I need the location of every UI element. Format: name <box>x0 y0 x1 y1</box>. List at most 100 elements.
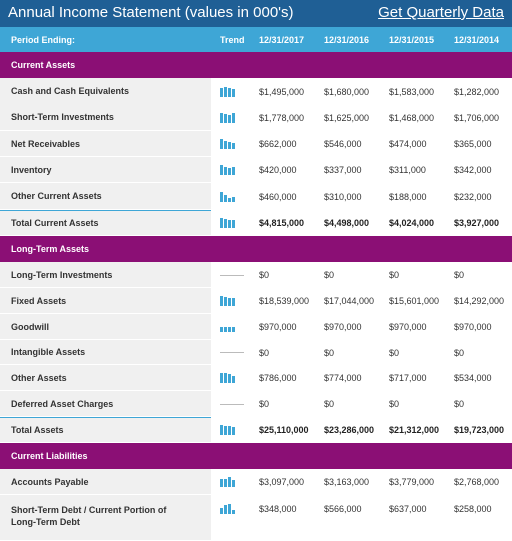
section-current-assets: Current Assets <box>0 52 512 78</box>
trend-bar <box>232 143 235 149</box>
row-label: Accounts Payable <box>0 469 211 495</box>
date-header-2015: 12/31/2015 <box>389 35 435 45</box>
value-cell: $774,000 <box>324 373 362 383</box>
value-cell: $14,292,000 <box>454 296 505 306</box>
value-cell: $0 <box>259 270 270 280</box>
section-label: Current Liabilities <box>11 451 88 461</box>
row-label: Inventory <box>0 157 211 183</box>
trend-bar <box>232 112 235 123</box>
trend-bar <box>228 197 231 202</box>
trend-sparkline <box>220 210 235 236</box>
value-cell: $310,000 <box>324 191 362 202</box>
value-cell: $4,815,000 <box>259 218 305 228</box>
table-row: Total Current Assets $4,815,000 $4,498,000… <box>0 210 512 236</box>
value-cell: $2,768,000 <box>454 477 500 487</box>
value-cell: $1,778,000 <box>259 112 305 123</box>
table-row: Short-Term Investments $1,778,000 $1,625,0… <box>0 104 512 131</box>
table-row: Other Assets $786,000 $774,000 $717,000 $534… <box>0 365 512 391</box>
value-cell: $566,000 <box>324 504 362 514</box>
value-cell: $1,495,000 <box>259 86 305 97</box>
date-header-2014: 12/31/2014 <box>454 35 500 45</box>
trend-bar <box>220 87 223 97</box>
trend-bar <box>224 426 227 435</box>
value-cell: $21,312,000 <box>389 425 440 435</box>
row-label: Long-Term Investments <box>0 262 211 288</box>
value-cell: $23,286,000 <box>324 425 375 435</box>
value-cell: $4,024,000 <box>389 218 435 228</box>
row-label: Goodwill <box>0 314 211 340</box>
row-label: Short-Term Debt / Current Portion of Lon… <box>0 495 211 541</box>
trend-bar <box>220 296 223 306</box>
trend-sparkline <box>220 183 235 210</box>
trend-sparkline <box>220 314 235 340</box>
value-cell: $15,601,000 <box>389 296 440 306</box>
value-cell: $365,000 <box>454 139 492 149</box>
table-row: Total Assets $25,110,000 $23,286,000 $21,31… <box>0 417 512 443</box>
trend-bar <box>232 167 235 175</box>
section-current-liabilities: Current Liabilities <box>0 443 512 469</box>
value-cell: $970,000 <box>324 322 362 332</box>
value-cell: $348,000 <box>259 504 297 514</box>
value-cell: $0 <box>454 347 465 358</box>
value-cell: $0 <box>324 270 335 280</box>
value-cell: $0 <box>389 347 400 358</box>
trend-sparkline <box>220 78 235 105</box>
value-cell: $3,779,000 <box>389 477 435 487</box>
row-label: Intangible Assets <box>0 340 211 365</box>
value-cell: $0 <box>259 347 270 358</box>
trend-bar <box>220 112 223 123</box>
trend-bar <box>228 142 231 149</box>
value-cell: $258,000 <box>454 504 492 514</box>
trend-bar <box>228 220 231 228</box>
trend-bar <box>232 220 235 228</box>
trend-sparkline <box>220 417 235 443</box>
date-header-2017: 12/31/2017 <box>259 35 305 45</box>
value-cell: $0 <box>454 399 465 409</box>
trend-bar <box>228 327 231 332</box>
value-cell: $19,723,000 <box>454 425 505 435</box>
table-row: Goodwill $970,000 $970,000 $970,000 $970,000 <box>0 314 512 340</box>
value-cell: $3,163,000 <box>324 477 370 487</box>
value-cell: $0 <box>389 270 400 280</box>
table-row: Intangible Assets $0 $0 $0 $0 <box>0 340 512 365</box>
section-long-term-assets: Long-Term Assets <box>0 236 512 262</box>
trend-sparkline <box>220 131 235 157</box>
row-label: Other Assets <box>0 365 211 391</box>
trend-bar <box>220 479 223 487</box>
value-cell: $0 <box>324 347 335 358</box>
table-row: Inventory $420,000 $337,000 $311,000 $342,00… <box>0 157 512 183</box>
trend-bar <box>228 426 231 435</box>
trend-empty-dash <box>220 352 244 353</box>
value-cell: $3,097,000 <box>259 477 305 487</box>
trend-sparkline <box>220 262 244 288</box>
trend-bar <box>224 167 227 175</box>
table-row: Net Receivables $662,000 $546,000 $474,000 $… <box>0 131 512 157</box>
trend-bar <box>228 168 231 175</box>
value-cell: $188,000 <box>389 191 427 202</box>
row-label: Total Current Assets <box>0 210 211 236</box>
trend-bar <box>228 87 231 97</box>
table-row: Long-Term Investments $0 $0 $0 $0 <box>0 262 512 288</box>
trend-sparkline <box>220 469 235 495</box>
section-label: Long-Term Assets <box>11 244 90 254</box>
trend-bar <box>232 327 235 332</box>
value-cell: $546,000 <box>324 139 362 149</box>
trend-sparkline <box>220 104 235 131</box>
value-cell: $311,000 <box>389 165 426 175</box>
trend-bar <box>228 504 231 514</box>
get-quarterly-data-link[interactable]: Get Quarterly Data <box>378 4 504 21</box>
table-row: Cash and Cash Equivalents $1,495,000 $1,68… <box>0 78 512 105</box>
trend-sparkline <box>220 365 235 391</box>
trend-bar <box>224 141 227 149</box>
value-cell: $1,282,000 <box>454 86 500 97</box>
trend-bar <box>220 373 223 383</box>
row-label: Total Assets <box>0 417 211 443</box>
trend-bar <box>224 505 227 514</box>
value-cell: $1,468,000 <box>389 112 435 123</box>
trend-bar <box>220 508 223 514</box>
value-cell: $25,110,000 <box>259 425 309 435</box>
row-label: Cash and Cash Equivalents <box>0 78 211 105</box>
trend-bar <box>228 374 231 383</box>
value-cell: $1,706,000 <box>454 112 500 123</box>
